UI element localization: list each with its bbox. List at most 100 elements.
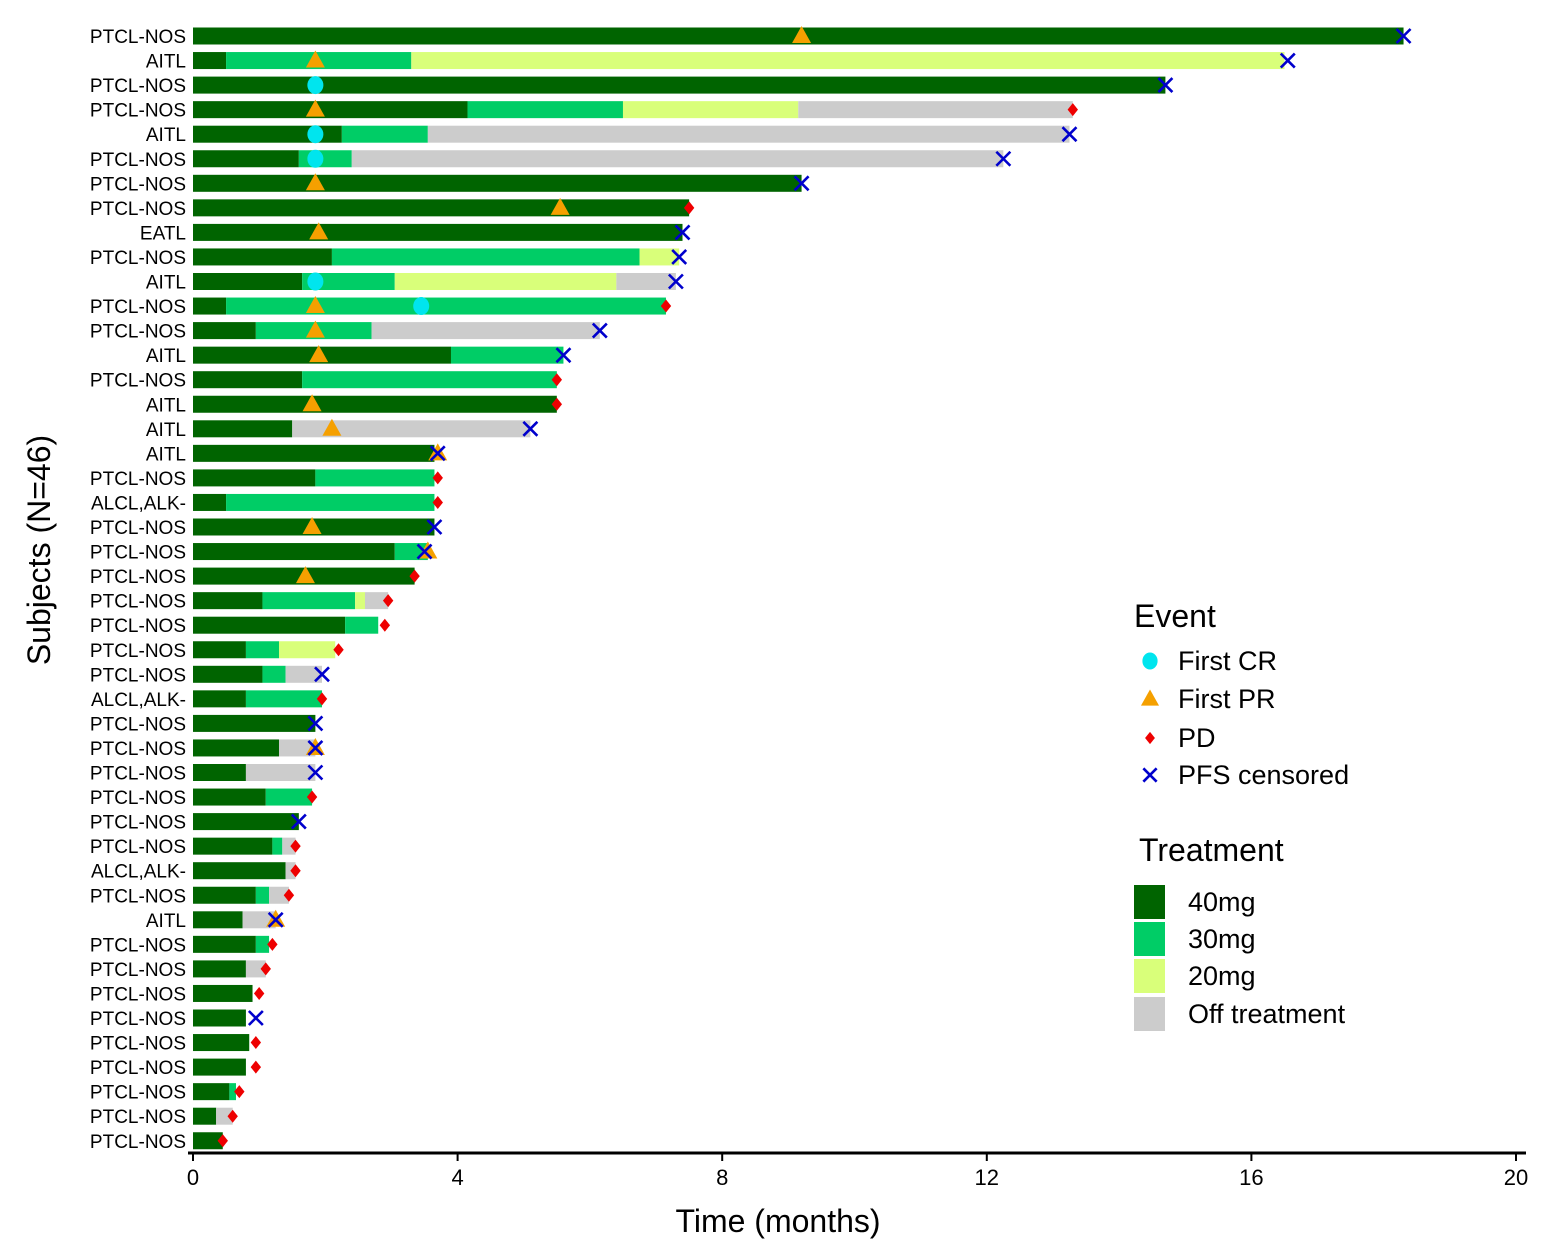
subject-label: PTCL-NOS: [90, 76, 186, 97]
legend-marker-censored: [1142, 767, 1158, 783]
subject-label: ALCL,ALK-: [91, 493, 186, 514]
bar-segment-20mg: [622, 101, 799, 119]
bar-segment-20mg: [639, 248, 680, 266]
event-marker-pr: [302, 517, 322, 534]
bar-segment-40mg: [193, 469, 316, 487]
subject-label: PTCL-NOS: [90, 1132, 186, 1153]
event-marker-pr: [550, 197, 570, 215]
x-axis: 0 4 8 12 16 20: [187, 1151, 1528, 1190]
bar-segment-off: [364, 592, 389, 610]
bar-segment-30mg: [302, 371, 557, 389]
event-marker-pd: [260, 962, 271, 976]
event-marker-pr: [305, 320, 325, 338]
bar-segment-40mg: [193, 764, 246, 781]
bar-segment-off: [371, 322, 600, 340]
subject-label: PTCL-NOS: [90, 27, 186, 48]
subject-label: AITL: [146, 125, 186, 146]
event-marker-censored: [290, 813, 307, 830]
subject-label: PTCL-NOS: [90, 469, 186, 490]
bar-segment-40mg: [193, 1058, 246, 1076]
legend-treatment-items: 40mg 30mg 20mg Off treatment: [1134, 885, 1346, 1031]
event-marker-cr: [307, 272, 324, 291]
subject-label: PTCL-NOS: [90, 984, 186, 1005]
event-marker-pd: [283, 888, 295, 902]
subject-label: PTCL-NOS: [90, 641, 186, 662]
bar-segment-off: [216, 1107, 233, 1125]
bar-segment-30mg: [272, 837, 283, 855]
event-marker-pr: [305, 50, 325, 68]
subject-label: PTCL-NOS: [90, 1107, 186, 1128]
subject-label: PTCL-NOS: [90, 1058, 186, 1079]
legend-swatch-40mg: [1134, 885, 1165, 919]
subject-label: PTCL-NOS: [90, 150, 186, 171]
subject-label: PTCL-NOS: [90, 567, 186, 588]
event-marker-pd: [250, 1060, 262, 1074]
event-marker-censored: [307, 764, 324, 781]
subject-label: EATL: [140, 223, 186, 244]
event-marker-pr: [295, 566, 315, 584]
bar-segment-off: [351, 150, 1004, 168]
y-tick-labels: PTCL-NOS AITL PTCL-NOS PTCL-NOS AITL PTCL-NOS…: [90, 27, 186, 1153]
bar-segment-40mg: [193, 714, 316, 732]
subject-label: AITL: [146, 420, 186, 441]
bar-segment-40mg: [193, 76, 1166, 94]
subject-label: PTCL-NOS: [90, 764, 186, 785]
events-layer: [217, 26, 1412, 1148]
legend-event-items: First CR First PR PD PFS censored: [1140, 646, 1349, 790]
bar-segment-30mg: [245, 690, 322, 708]
event-marker-censored: [674, 224, 691, 241]
bar-segment-30mg: [262, 665, 286, 683]
bar-segment-40mg: [193, 862, 286, 880]
bar-segment-30mg: [450, 346, 564, 364]
subject-label: PTCL-NOS: [90, 1034, 186, 1055]
bar-segment-off: [292, 420, 531, 438]
bar-segment-off: [245, 960, 266, 978]
bar-segment-30mg: [315, 469, 435, 487]
bar-segment-40mg: [193, 174, 802, 192]
event-marker-cr: [307, 76, 324, 95]
event-marker-censored: [247, 1010, 264, 1026]
bar-segment-20mg: [355, 592, 365, 610]
bar-segment-40mg: [193, 886, 256, 904]
event-marker-pd: [290, 864, 301, 878]
bar-segment-40mg: [193, 444, 435, 462]
event-marker-cr: [307, 125, 324, 144]
event-marker-pr: [305, 173, 325, 191]
event-marker-pd: [432, 495, 443, 509]
bar-segment-40mg: [193, 739, 279, 757]
legend-treatment-title: Treatment: [1139, 832, 1284, 868]
bar-segment-30mg: [345, 616, 379, 634]
bar-segment-40mg: [193, 543, 395, 561]
bar-segment-30mg: [302, 273, 395, 290]
subject-label: PTCL-NOS: [90, 616, 186, 637]
subject-label: PTCL-NOS: [90, 813, 186, 834]
bar-segment-20mg: [278, 641, 336, 659]
bar-segment-40mg: [193, 248, 332, 266]
x-tick-label: 20: [1504, 1165, 1528, 1190]
event-marker-pr: [309, 222, 329, 240]
event-marker-cr: [413, 297, 430, 316]
x-axis-title: Time (months): [675, 1203, 880, 1239]
bar-segment-30mg: [341, 125, 428, 143]
event-marker-pr: [305, 296, 325, 314]
subject-label: PTCL-NOS: [90, 788, 186, 809]
bar-segment-20mg: [411, 52, 1285, 70]
event-marker-pd: [551, 397, 563, 411]
event-marker-censored: [1061, 126, 1078, 143]
legend-swatch-20mg: [1134, 959, 1165, 993]
subject-label: AITL: [146, 395, 186, 416]
event-marker-censored: [1395, 28, 1412, 44]
legend-marker-cr: [1142, 652, 1158, 670]
event-marker-censored: [591, 322, 608, 339]
bar-segment-40mg: [193, 150, 299, 168]
bar-segment-40mg: [193, 616, 346, 634]
event-marker-pd: [306, 790, 318, 804]
event-marker-censored: [667, 273, 684, 290]
event-marker-pd: [432, 471, 443, 485]
bar-segment-30mg: [298, 150, 352, 168]
legend-label-30mg: 30mg: [1188, 924, 1256, 954]
bar-segment-40mg: [193, 395, 557, 413]
bar-segment-40mg: [193, 223, 683, 241]
x-tick-label: 16: [1239, 1165, 1263, 1190]
bar-segment-40mg: [193, 984, 253, 1002]
